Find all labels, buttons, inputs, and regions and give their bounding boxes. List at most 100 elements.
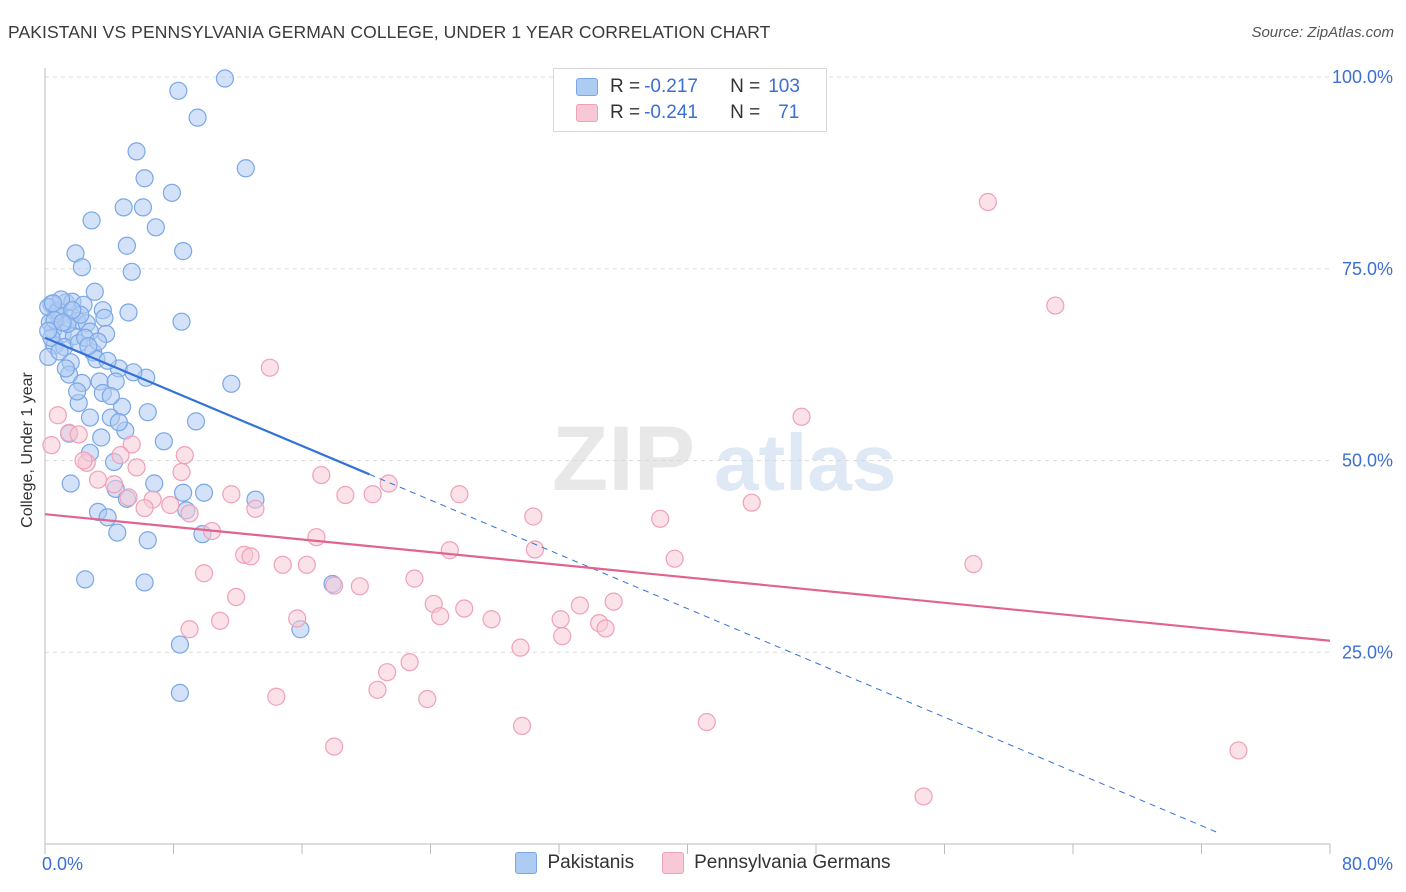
data-point [170,683,190,703]
data-point [194,564,214,583]
watermark-atlas: atlas [714,418,896,507]
y-tick-label: 75.0% [1342,259,1393,279]
data-point [431,607,450,626]
data-point [42,436,61,455]
data-point [400,653,419,672]
data-point [665,549,684,568]
data-point [186,412,206,431]
data-point [170,635,190,654]
data-point [188,108,207,127]
data-point [80,408,100,427]
data-point [241,547,260,566]
data-point [135,573,154,592]
data-point [56,359,75,378]
series-pakistanis [39,69,342,703]
data-point [964,554,983,574]
y-tick-label: 25.0% [1342,642,1393,662]
data-point [570,596,589,615]
data-point [138,403,157,422]
data-point [108,523,127,542]
data-point [596,619,615,638]
data-point [222,374,241,393]
data-point [122,262,141,281]
data-point [978,192,997,212]
data-point [651,509,670,528]
data-point [604,592,623,611]
data-point [162,183,181,202]
data-point [378,663,397,682]
data-point [297,555,316,574]
data-point [145,474,164,493]
data-point [511,638,530,657]
data-point [95,308,114,327]
r-value: -0.217 [644,76,698,97]
data-point [227,587,246,607]
legend-swatch-pakistanis [515,852,538,874]
data-point [455,599,474,618]
data-point [1229,741,1248,760]
data-point [914,787,933,806]
data-point [210,611,230,630]
data-point [174,242,193,261]
n-label: N = [730,76,761,97]
data-point [146,218,165,237]
data-point [246,499,265,518]
data-point [288,609,307,628]
data-point [222,485,241,504]
data-point [350,577,369,596]
data-point [260,358,279,377]
data-point [482,610,501,629]
data-point [127,458,146,477]
data-point [63,301,82,320]
data-point [792,407,811,426]
legend-label-pakistanis: Pakistanis [547,852,635,873]
data-point [135,169,154,188]
trend-line-pennsylvania-germans [44,513,1331,642]
watermark: ZIP atlas [552,408,896,510]
data-point [138,531,157,550]
trend-line-pakistanis [44,336,370,476]
data-point [111,446,130,465]
n-value: 103 [768,76,800,97]
watermark-zip: ZIP [552,408,695,510]
legend-swatch-pennsylvania-germans [662,852,685,874]
chart-title: PAKISTANI VS PENNSYLVANIA GERMAN COLLEGE… [8,22,771,42]
data-point [379,474,398,493]
data-point [61,474,80,493]
data-point [68,382,87,401]
data-point [312,465,331,485]
data-point [76,570,95,589]
data-point [175,446,194,465]
data-point [74,451,93,470]
data-point [363,485,382,504]
r-label: R = [610,102,641,123]
data-point [180,620,199,639]
data-point [69,425,88,444]
data-point [117,236,137,255]
data-point [236,159,255,178]
legend-swatch-pakistanis [576,78,598,96]
data-point [172,312,191,331]
data-point [53,313,72,332]
data-point [154,432,173,451]
data-point [551,610,570,629]
data-point [180,504,199,523]
data-point [440,541,459,560]
data-point [215,69,234,88]
data-point [101,386,120,406]
y-tick-label: 50.0% [1342,451,1393,471]
tick-labels: 100.0% 75.0% 50.0% 25.0% 0.0% 80.0% [42,67,1393,874]
y-axis-label: College, Under 1 year [19,372,36,528]
trend-lines [44,336,1331,833]
legend-item-pakistanis[interactable]: Pakistanis [515,852,634,874]
data-point [525,540,545,559]
y-tick-label: 100.0% [1332,67,1393,87]
data-point [133,198,153,217]
data-point [82,211,101,230]
legend-item-pennsylvania-germans[interactable]: Pennsylvania Germans [662,852,891,874]
n-value: 71 [778,102,800,123]
data-point [72,258,92,277]
data-point [325,737,344,756]
axes [44,68,1331,854]
data-point [48,406,67,425]
